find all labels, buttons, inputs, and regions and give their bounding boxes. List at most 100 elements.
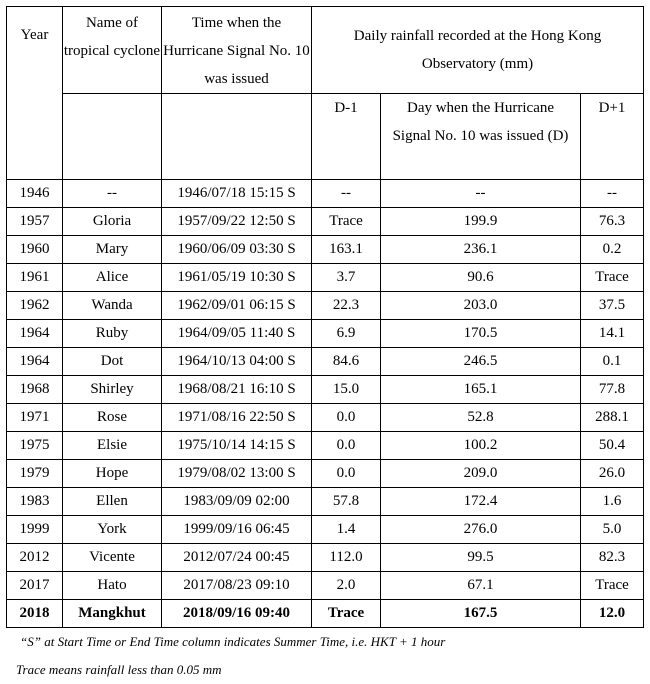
table-row: 1979 Hope 1979/08/02 13:00 S 0.0 209.0 26.0: [6, 459, 645, 488]
cell-name: Ellen: [62, 487, 162, 516]
cell-year: 1964: [6, 319, 63, 348]
cell-d: --: [380, 179, 581, 208]
table-row: 1964 Dot 1964/10/13 04:00 S 84.6 246.5 0.1: [6, 347, 645, 376]
cell-d-plus-1: 5.0: [579, 515, 645, 544]
cell-time: 1968/08/21 16:10 S: [161, 375, 312, 404]
cell-time: 1961/05/19 10:30 S: [161, 263, 312, 292]
cell-time: 2018/09/16 09:40: [161, 599, 312, 628]
cell-d: 199.9: [380, 207, 581, 236]
table-row: 1999 York 1999/09/16 06:45 1.4 276.0 5.0: [6, 515, 645, 544]
header-time: Time when the Hurricane Signal No. 10 wa…: [161, 6, 312, 94]
table-row: 1983 Ellen 1983/09/09 02:00 57.8 172.4 1.6: [6, 487, 645, 516]
cell-time: 1983/09/09 02:00: [161, 487, 312, 516]
cell-d-minus-1: 22.3: [311, 291, 381, 320]
cell-d: 236.1: [380, 235, 581, 264]
cell-d-minus-1: 0.0: [311, 459, 381, 488]
tropical-cyclone-rainfall-table: Year Name of tropical cyclone Time when …: [6, 6, 645, 628]
cell-year: 1961: [6, 263, 63, 292]
cell-d-minus-1: Trace: [311, 599, 381, 628]
cell-d-plus-1: 82.3: [579, 543, 645, 572]
table-row: 1971 Rose 1971/08/16 22:50 S 0.0 52.8 288.1: [6, 403, 645, 432]
cell-d: 52.8: [380, 403, 581, 432]
cell-d-plus-1: 0.1: [579, 347, 645, 376]
cell-time: 1946/07/18 15:15 S: [161, 179, 312, 208]
header-rainfall: Daily rainfall recorded at the Hong Kong…: [310, 6, 645, 94]
header-time-spacer: [161, 93, 312, 180]
cell-d-minus-1: 112.0: [311, 543, 381, 572]
cell-year: 1964: [6, 347, 63, 376]
cell-time: 1975/10/14 14:15 S: [161, 431, 312, 460]
cell-name: Vicente: [62, 543, 162, 572]
cell-d-plus-1: 37.5: [579, 291, 645, 320]
cell-name: Ruby: [62, 319, 162, 348]
cell-name: Hope: [62, 459, 162, 488]
header-name: Name of tropical cyclone: [62, 6, 162, 94]
cell-d-plus-1: Trace: [579, 571, 645, 600]
cell-time: 1960/06/09 03:30 S: [161, 235, 312, 264]
table-row: 1968 Shirley 1968/08/21 16:10 S 15.0 165.1 77…: [6, 375, 645, 404]
cell-time: 1962/09/01 06:15 S: [161, 291, 312, 320]
cell-d: 165.1: [380, 375, 581, 404]
cell-d-plus-1: --: [579, 179, 645, 208]
header-d-plus-1: D+1: [579, 93, 645, 180]
cell-time: 1957/09/22 12:50 S: [161, 207, 312, 236]
table-row: 1946 -- 1946/07/18 15:15 S -- -- --: [6, 179, 645, 208]
cell-name: Gloria: [62, 207, 162, 236]
header-year: Year: [6, 6, 63, 180]
cell-d-plus-1: 12.0: [579, 599, 645, 628]
cell-name: Alice: [62, 263, 162, 292]
table-row: 1964 Ruby 1964/09/05 11:40 S 6.9 170.5 14.1: [6, 319, 645, 348]
header-d-minus-1: D-1: [311, 93, 381, 180]
cell-d: 90.6: [380, 263, 581, 292]
cell-year: 1983: [6, 487, 63, 516]
cell-d-minus-1: 163.1: [311, 235, 381, 264]
note-trace: Trace means rainfall less than 0.05 mm: [16, 662, 222, 677]
cell-year: 1946: [6, 179, 63, 208]
cell-d: 167.5: [380, 599, 581, 628]
table-row: 1960 Mary 1960/06/09 03:30 S 163.1 236.1 0.2: [6, 235, 645, 264]
cell-d: 172.4: [380, 487, 581, 516]
table-row: 2017 Hato 2017/08/23 09:10 2.0 67.1 Trace: [6, 571, 645, 600]
cell-d: 203.0: [380, 291, 581, 320]
cell-d-plus-1: 26.0: [579, 459, 645, 488]
cell-d: 246.5: [380, 347, 581, 376]
cell-year: 1962: [6, 291, 63, 320]
cell-year: 1960: [6, 235, 63, 264]
cell-d-plus-1: Trace: [579, 263, 645, 292]
cell-time: 1964/10/13 04:00 S: [161, 347, 312, 376]
cell-name: York: [62, 515, 162, 544]
cell-d-plus-1: 0.2: [579, 235, 645, 264]
cell-d-minus-1: 0.0: [311, 431, 381, 460]
cell-d-minus-1: Trace: [311, 207, 381, 236]
table-row: 2012 Vicente 2012/07/24 00:45 112.0 99.5 82.3: [6, 543, 645, 572]
cell-name: Rose: [62, 403, 162, 432]
cell-d-minus-1: 3.7: [311, 263, 381, 292]
cell-d-plus-1: 288.1: [579, 403, 645, 432]
cell-d-minus-1: 84.6: [311, 347, 381, 376]
cell-year: 1979: [6, 459, 63, 488]
cell-d: 67.1: [380, 571, 581, 600]
cell-d-minus-1: 2.0: [311, 571, 381, 600]
table-row: 1961 Alice 1961/05/19 10:30 S 3.7 90.6 Trace: [6, 263, 645, 292]
cell-name: Wanda: [62, 291, 162, 320]
cell-time: 1979/08/02 13:00 S: [161, 459, 312, 488]
table-row: 1957 Gloria 1957/09/22 12:50 S Trace 199.9 76…: [6, 207, 645, 236]
cell-name: Hato: [62, 571, 162, 600]
cell-name: Elsie: [62, 431, 162, 460]
cell-year: 1975: [6, 431, 63, 460]
cell-year: 2018: [6, 599, 63, 628]
cell-d-plus-1: 50.4: [579, 431, 645, 460]
cell-year: 2017: [6, 571, 63, 600]
cell-time: 1964/09/05 11:40 S: [161, 319, 312, 348]
cell-d-minus-1: 6.9: [311, 319, 381, 348]
cell-name: Dot: [62, 347, 162, 376]
cell-time: 2012/07/24 00:45: [161, 543, 312, 572]
cell-d: 170.5: [380, 319, 581, 348]
cell-d-minus-1: --: [311, 179, 381, 208]
cell-time: 1971/08/16 22:50 S: [161, 403, 312, 432]
table-body: 1946 -- 1946/07/18 15:15 S -- -- -- 1957 Gloria…: [6, 179, 645, 628]
cell-d-minus-1: 1.4: [311, 515, 381, 544]
cell-d-plus-1: 1.6: [579, 487, 645, 516]
cell-time: 2017/08/23 09:10: [161, 571, 312, 600]
cell-d-plus-1: 14.1: [579, 319, 645, 348]
